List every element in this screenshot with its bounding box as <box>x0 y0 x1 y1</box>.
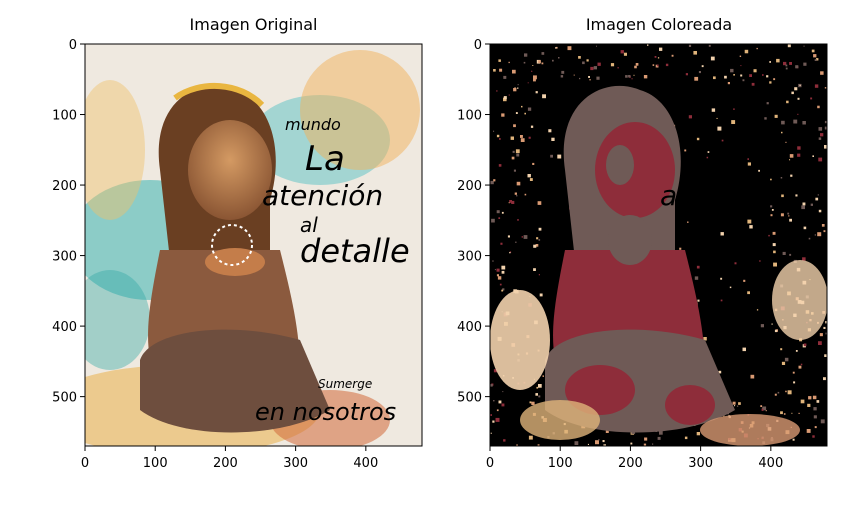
x-tick-label: 400 <box>758 456 783 471</box>
y-tick-label: 100 <box>457 109 482 124</box>
y-tick-label: 200 <box>52 179 77 194</box>
axes-frame-original <box>84 43 423 447</box>
y-ticks-original: 0 100 200 300 400 500 <box>52 38 85 406</box>
x-tick-label: 0 <box>81 456 89 471</box>
x-tick-label: 100 <box>143 456 168 471</box>
y-tick-label: 200 <box>457 179 482 194</box>
svg-text:detalle: detalle <box>300 232 410 270</box>
x-tick-label: 400 <box>353 456 378 471</box>
painting-girl-original-image: La atención al detalle Sumerge en nosotr… <box>85 44 422 446</box>
panel-title-original: Imagen Original <box>190 15 318 34</box>
y-tick-label: 0 <box>474 38 482 53</box>
panel-original: Imagen Original La atención a <box>52 15 423 471</box>
y-tick-label: 300 <box>52 250 77 265</box>
y-ticks-colored: 0 100 200 300 400 500 <box>457 38 490 406</box>
y-tick-label: 300 <box>457 250 482 265</box>
svg-text:La: La <box>305 139 345 179</box>
y-tick-label: 500 <box>52 391 77 406</box>
x-tick-label: 0 <box>486 456 494 471</box>
svg-text:atención: atención <box>660 179 781 212</box>
panel-title-colored: Imagen Coloreada <box>586 15 732 34</box>
x-tick-label: 300 <box>688 456 713 471</box>
panel-colored: Imagen Coloreada atención 0 100 200 300 400 … <box>457 15 828 471</box>
y-tick-label: 100 <box>52 109 77 124</box>
x-ticks-colored: 0 100 200 300 400 <box>486 446 783 471</box>
svg-text:mundo: mundo <box>285 115 341 134</box>
svg-text:en nosotros: en nosotros <box>255 398 396 426</box>
x-tick-label: 200 <box>618 456 643 471</box>
x-tick-label: 300 <box>283 456 308 471</box>
svg-text:atención: atención <box>262 179 383 212</box>
painting-girl-quantized-image: atención <box>490 44 827 446</box>
x-ticks-original: 0 100 200 300 400 <box>81 446 378 471</box>
svg-text:Sumerge: Sumerge <box>318 377 372 391</box>
y-tick-label: 400 <box>457 320 482 335</box>
svg-text:al: al <box>300 213 318 237</box>
y-tick-label: 400 <box>52 320 77 335</box>
x-tick-label: 200 <box>213 456 238 471</box>
y-tick-label: 500 <box>457 391 482 406</box>
x-tick-label: 100 <box>548 456 573 471</box>
axes-frame-colored <box>489 43 828 447</box>
y-tick-label: 0 <box>69 38 77 53</box>
